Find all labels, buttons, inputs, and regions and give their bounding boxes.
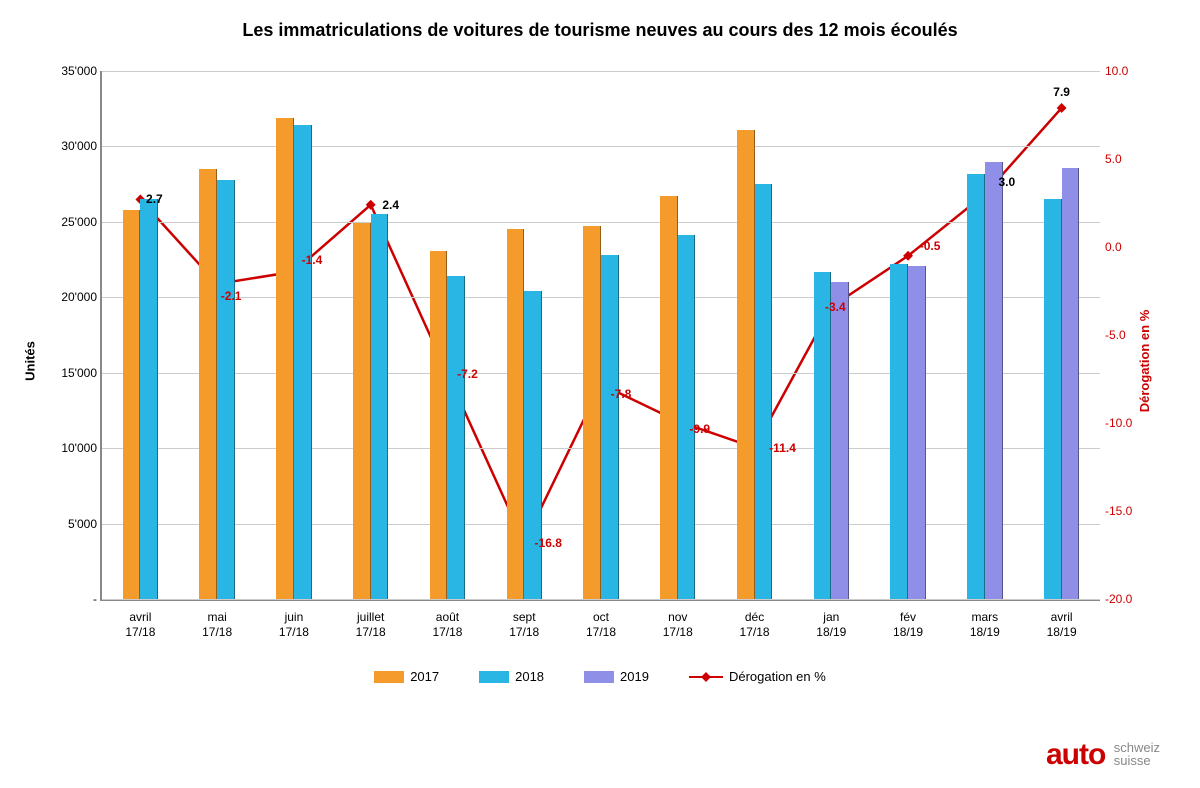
bar bbox=[507, 229, 525, 599]
x-tick: avril17/18 bbox=[125, 610, 155, 641]
bar bbox=[814, 272, 832, 599]
x-tick: nov17/18 bbox=[663, 610, 693, 641]
bar bbox=[294, 125, 312, 599]
y1-tick: 25'000 bbox=[37, 215, 97, 229]
legend: 2017 2018 2019 Dérogation en % bbox=[20, 669, 1180, 684]
x-tick: oct17/18 bbox=[586, 610, 616, 641]
line-data-label: 7.9 bbox=[1053, 85, 1070, 99]
line-data-label: 3.0 bbox=[999, 175, 1016, 189]
line-data-label: -1.4 bbox=[302, 253, 323, 267]
y2-tick: 0.0 bbox=[1105, 240, 1150, 254]
logo-side: schweiz suisse bbox=[1114, 741, 1160, 768]
bar bbox=[737, 130, 755, 599]
chart-container: Les immatriculations de voitures de tour… bbox=[20, 20, 1180, 768]
legend-item-2019: 2019 bbox=[584, 669, 649, 684]
line-data-label: -0.5 bbox=[920, 239, 941, 253]
bar bbox=[831, 282, 849, 599]
line-data-label: 2.4 bbox=[382, 198, 399, 212]
y2-axis-label: Dérogation en % bbox=[1137, 310, 1152, 413]
y2-tick: -10.0 bbox=[1105, 416, 1150, 430]
y1-tick: 30'000 bbox=[37, 139, 97, 153]
line-data-label: -2.1 bbox=[221, 289, 242, 303]
legend-label: Dérogation en % bbox=[729, 669, 826, 684]
logo: auto schweiz suisse bbox=[1046, 741, 1160, 768]
y1-tick: 35'000 bbox=[37, 64, 97, 78]
x-tick: juillet17/18 bbox=[356, 610, 386, 641]
bar bbox=[660, 196, 678, 599]
bar bbox=[967, 174, 985, 599]
line-data-label: -16.8 bbox=[535, 536, 562, 550]
x-tick: avril18/19 bbox=[1047, 610, 1077, 641]
y1-tick: 5'000 bbox=[37, 517, 97, 531]
legend-item-2018: 2018 bbox=[479, 669, 544, 684]
x-tick: mai17/18 bbox=[202, 610, 232, 641]
y1-axis-label: Unités bbox=[22, 341, 37, 381]
plot-area: -5'00010'00015'00020'00025'00030'00035'0… bbox=[100, 71, 1100, 601]
x-tick: déc17/18 bbox=[740, 610, 770, 641]
y2-tick: 5.0 bbox=[1105, 152, 1150, 166]
legend-swatch-2019 bbox=[584, 671, 614, 683]
line-data-label: -9.9 bbox=[689, 422, 710, 436]
bar bbox=[583, 226, 601, 599]
bar bbox=[199, 169, 217, 599]
line-data-label: -3.4 bbox=[825, 300, 846, 314]
y1-tick: - bbox=[37, 592, 97, 606]
legend-item-2017: 2017 bbox=[374, 669, 439, 684]
y2-tick: -20.0 bbox=[1105, 592, 1150, 606]
bar bbox=[678, 235, 696, 599]
bar bbox=[908, 266, 926, 599]
line-data-label: -7.8 bbox=[611, 387, 632, 401]
x-tick: sept17/18 bbox=[509, 610, 539, 641]
bar bbox=[140, 199, 158, 599]
bar bbox=[1062, 168, 1080, 599]
legend-label: 2017 bbox=[410, 669, 439, 684]
bar bbox=[217, 180, 235, 599]
legend-swatch-2017 bbox=[374, 671, 404, 683]
bar bbox=[1044, 199, 1062, 599]
y2-tick: -15.0 bbox=[1105, 504, 1150, 518]
bar bbox=[430, 251, 448, 599]
plot-wrapper: Unités Dérogation en % -5'00010'00015'00… bbox=[20, 61, 1180, 661]
legend-label: 2019 bbox=[620, 669, 649, 684]
y1-tick: 15'000 bbox=[37, 366, 97, 380]
bar bbox=[123, 210, 141, 599]
legend-swatch-2018 bbox=[479, 671, 509, 683]
legend-label: 2018 bbox=[515, 669, 544, 684]
bar bbox=[524, 291, 542, 599]
gridline bbox=[102, 71, 1100, 72]
bar bbox=[447, 276, 465, 599]
bar bbox=[890, 264, 908, 599]
x-tick: mars18/19 bbox=[970, 610, 1000, 641]
x-tick: août17/18 bbox=[432, 610, 462, 641]
bar bbox=[755, 184, 773, 599]
chart-title: Les immatriculations de voitures de tour… bbox=[20, 20, 1180, 41]
line-data-label: -7.2 bbox=[457, 367, 478, 381]
bar bbox=[276, 118, 294, 599]
gridline bbox=[102, 146, 1100, 147]
legend-line-icon bbox=[689, 676, 723, 678]
line-data-label: -11.4 bbox=[769, 441, 796, 455]
line-data-label: 2.7 bbox=[146, 192, 163, 206]
legend-item-line: Dérogation en % bbox=[689, 669, 826, 684]
bar bbox=[601, 255, 619, 599]
bar bbox=[353, 223, 371, 599]
gridline bbox=[102, 222, 1100, 223]
logo-main: auto bbox=[1046, 741, 1105, 768]
gridline bbox=[102, 599, 1100, 600]
y2-tick: 10.0 bbox=[1105, 64, 1150, 78]
bar bbox=[371, 214, 389, 599]
x-tick: jan18/19 bbox=[816, 610, 846, 641]
y1-tick: 10'000 bbox=[37, 441, 97, 455]
y2-tick: -5.0 bbox=[1105, 328, 1150, 342]
x-tick: juin17/18 bbox=[279, 610, 309, 641]
bar bbox=[985, 162, 1003, 599]
x-tick: fév18/19 bbox=[893, 610, 923, 641]
y1-tick: 20'000 bbox=[37, 290, 97, 304]
